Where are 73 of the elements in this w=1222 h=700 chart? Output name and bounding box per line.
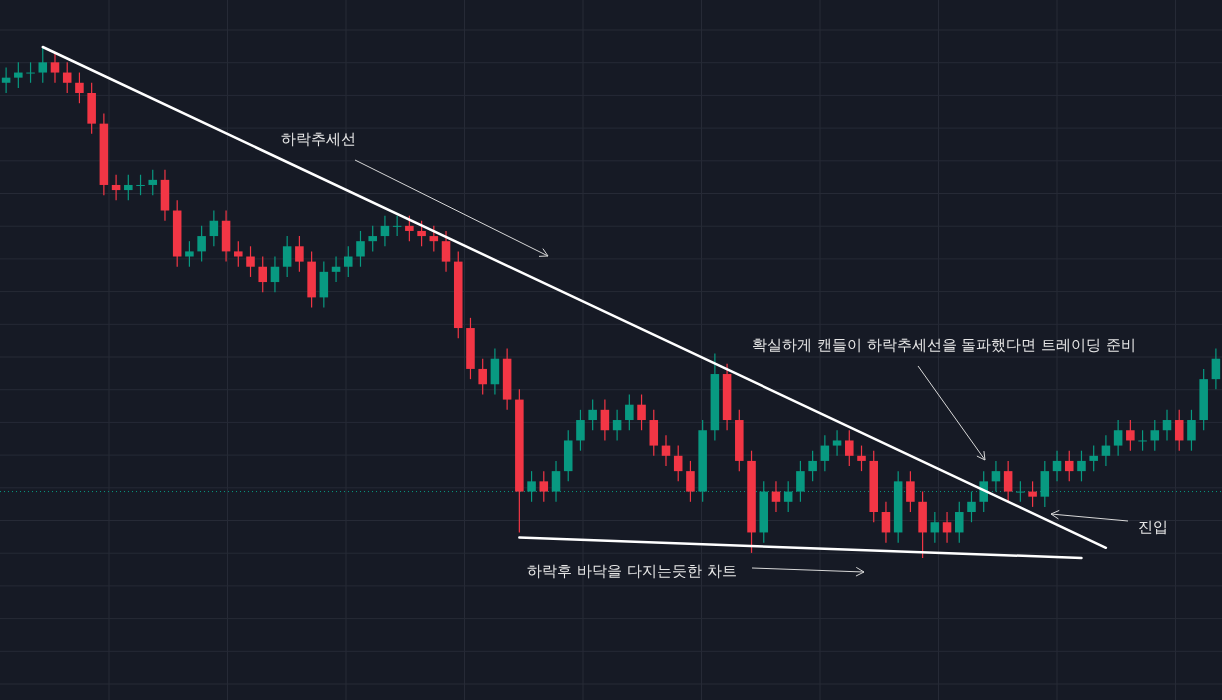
- candlestick: [539, 470, 549, 503]
- candlestick: [331, 255, 341, 283]
- candlestick: [1077, 450, 1086, 482]
- candlestick: [441, 230, 451, 273]
- candlestick: [942, 511, 952, 544]
- candlestick: [1174, 409, 1184, 452]
- candlestick: [954, 501, 964, 544]
- candlestick: [967, 490, 976, 523]
- candlestick: [282, 235, 292, 278]
- candlestick: [576, 409, 585, 452]
- candlestick: [405, 215, 414, 242]
- candlestick: [136, 174, 145, 196]
- candlestick: [209, 209, 219, 247]
- candlestick: [38, 46, 48, 84]
- candlestick: [14, 61, 23, 89]
- candlestick: [1052, 450, 1062, 482]
- candlestick: [368, 225, 377, 252]
- candlestick: [1162, 409, 1172, 442]
- candlestick: [625, 393, 634, 431]
- candlestick: [75, 71, 84, 104]
- candlestick: [832, 429, 842, 457]
- candlestick: [673, 444, 683, 482]
- text: 하락후 바닥을 다지는듯한 차트: [527, 561, 737, 580]
- candlestick: [845, 429, 854, 467]
- candlestick: [612, 409, 622, 442]
- candlestick: [686, 460, 695, 503]
- candlestick: [429, 225, 439, 252]
- candlestick: [295, 235, 304, 273]
- candlestick: [808, 450, 817, 482]
- candlestick: [148, 169, 158, 196]
- candlestick: [380, 215, 390, 247]
- candlestick: [62, 61, 72, 94]
- candlestick: [258, 255, 268, 293]
- annotation: 확실하게 캔들이 하락추세선을 돌파했다면 트레이딩 준비: [752, 335, 1136, 354]
- candlestick: [1187, 409, 1196, 452]
- candlestick: [417, 220, 426, 247]
- candlestick: [588, 398, 597, 431]
- candlestick: [50, 51, 60, 84]
- candlestick: [1101, 434, 1111, 467]
- candlestick: [771, 480, 781, 513]
- candlestick: [1, 66, 11, 94]
- candlestick: [26, 61, 35, 84]
- candlestick: [1028, 480, 1037, 508]
- candlestick: [991, 460, 1001, 493]
- candlestick: [124, 174, 133, 201]
- candlestick: [1003, 460, 1013, 503]
- candlestick: [881, 501, 891, 544]
- candlestick: [637, 393, 646, 431]
- candlestick: [906, 470, 915, 513]
- candlestick: [600, 398, 610, 442]
- candlestick: [796, 460, 805, 503]
- candlestick: [246, 245, 255, 278]
- candlestick: [1064, 450, 1074, 482]
- candlestick: [1211, 347, 1221, 390]
- candlestick: [1089, 444, 1098, 472]
- annotation: 진입: [1138, 517, 1168, 536]
- candlestick: [356, 230, 365, 268]
- candlestick: [111, 174, 121, 201]
- candlestick: [1138, 429, 1147, 452]
- candlestick: [185, 240, 194, 268]
- candlestick: [661, 434, 671, 467]
- candlestick: [478, 358, 487, 396]
- candlestick: [820, 434, 830, 472]
- candlestick: [234, 240, 243, 268]
- candlestick: [197, 225, 206, 263]
- candlestick: [1150, 419, 1160, 452]
- annotation: 하락추세선: [280, 129, 356, 148]
- candlestick: [1126, 419, 1135, 452]
- candlestick: [343, 245, 353, 278]
- candlestick: [930, 511, 940, 544]
- candlestick: [857, 444, 866, 472]
- candlestick: [270, 255, 280, 293]
- candlestick: [1113, 419, 1123, 457]
